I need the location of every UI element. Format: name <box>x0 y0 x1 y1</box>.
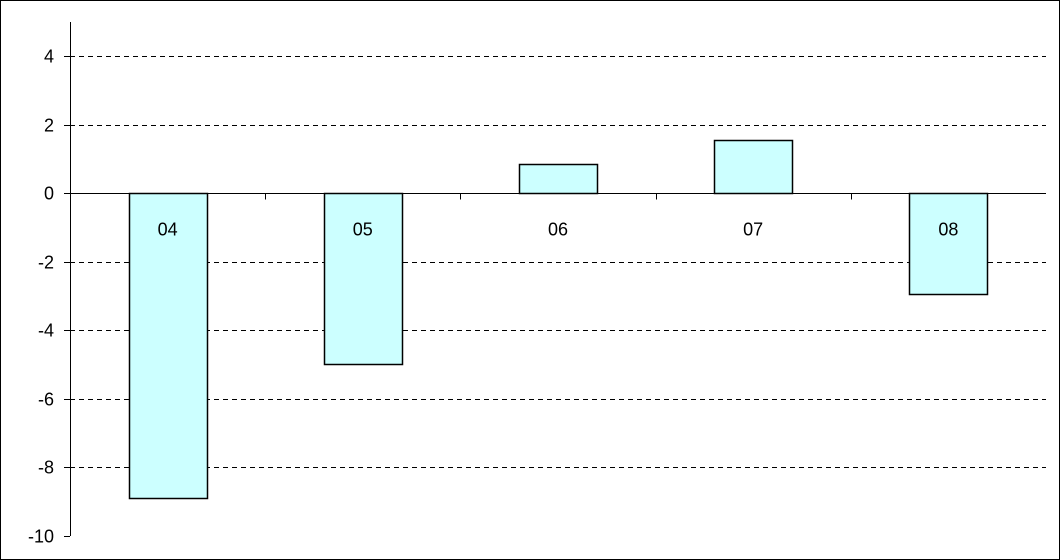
bar-04 <box>128 192 209 500</box>
axes <box>70 22 1046 536</box>
y-axis-ticks: 4 2 0 -2 -4 -6 -8 -10 <box>28 47 70 547</box>
bar-06 <box>518 163 599 195</box>
category-labels: 04 05 06 07 08 <box>158 220 959 240</box>
gridlines <box>70 56 1046 468</box>
bar-08 <box>908 192 989 296</box>
y-tick-label: -8 <box>38 458 54 478</box>
category-label: 08 <box>938 220 958 240</box>
category-label: 07 <box>743 220 763 240</box>
category-label: 04 <box>158 220 178 240</box>
y-tick-label: 0 <box>44 184 54 204</box>
bar-07 <box>713 139 794 195</box>
y-tick-label: -6 <box>38 390 54 410</box>
y-tick-label: -4 <box>38 321 54 341</box>
bars <box>128 139 989 500</box>
bar-05 <box>323 192 404 366</box>
category-label: 06 <box>548 220 568 240</box>
y-tick-label: 2 <box>44 116 54 136</box>
category-label: 05 <box>353 220 373 240</box>
y-tick-label: 4 <box>44 47 54 67</box>
y-tick-label: -10 <box>28 527 54 547</box>
y-tick-label: -2 <box>38 253 54 273</box>
